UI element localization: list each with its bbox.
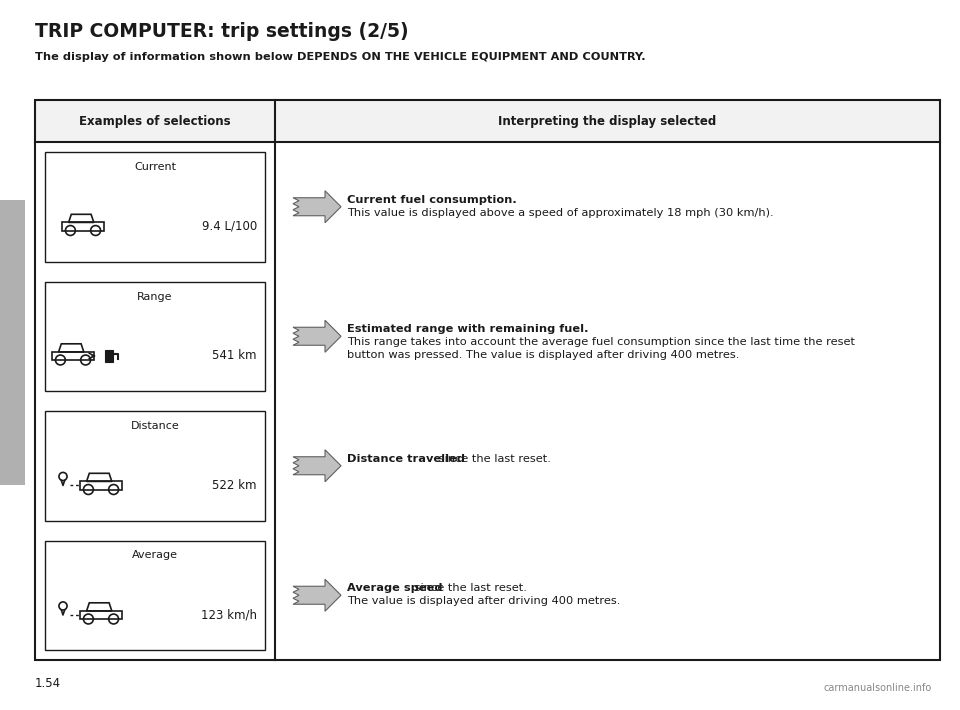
Text: The value is displayed after driving 400 metres.: The value is displayed after driving 400… — [347, 596, 620, 606]
Text: This range takes into account the average fuel consumption since the last time t: This range takes into account the averag… — [347, 337, 855, 347]
Text: 1.54: 1.54 — [35, 677, 61, 690]
Text: since the last reset.: since the last reset. — [411, 583, 527, 594]
Text: TRIP COMPUTER: trip settings (2/5): TRIP COMPUTER: trip settings (2/5) — [35, 22, 409, 41]
Polygon shape — [293, 191, 341, 223]
Bar — [45, 540, 265, 650]
Bar — [35, 100, 940, 660]
Text: Range: Range — [137, 292, 173, 302]
Text: Current fuel consumption.: Current fuel consumption. — [347, 195, 516, 204]
Bar — [35, 100, 940, 142]
Text: button was pressed. The value is displayed after driving 400 metres.: button was pressed. The value is display… — [347, 350, 739, 360]
Text: Estimated range with remaining fuel.: Estimated range with remaining fuel. — [347, 324, 588, 334]
Text: since the last reset.: since the last reset. — [435, 454, 551, 464]
Text: The display of information shown below DEPENDS ON THE VEHICLE EQUIPMENT AND COUN: The display of information shown below D… — [35, 52, 646, 62]
Bar — [45, 411, 265, 520]
Text: This value is displayed above a speed of approximately 18 mph (30 km/h).: This value is displayed above a speed of… — [347, 208, 774, 218]
Text: carmanualsonline.info: carmanualsonline.info — [824, 683, 932, 693]
Bar — [45, 281, 265, 391]
Text: Average speed: Average speed — [347, 583, 443, 594]
Polygon shape — [293, 320, 341, 352]
Text: 541 km: 541 km — [212, 349, 257, 363]
Bar — [0, 200, 25, 485]
Bar — [105, 350, 113, 362]
Text: Examples of selections: Examples of selections — [79, 114, 230, 128]
Text: 9.4 L/100: 9.4 L/100 — [202, 220, 257, 233]
Text: Interpreting the display selected: Interpreting the display selected — [498, 114, 716, 128]
Text: Average: Average — [132, 550, 178, 560]
Bar — [45, 152, 265, 261]
Text: Distance: Distance — [131, 421, 180, 431]
Polygon shape — [293, 579, 341, 611]
Text: Distance travelled: Distance travelled — [347, 454, 465, 464]
Polygon shape — [293, 449, 341, 482]
Text: 522 km: 522 km — [212, 479, 257, 492]
Text: Current: Current — [134, 162, 176, 172]
Text: 123 km/h: 123 km/h — [201, 608, 257, 621]
